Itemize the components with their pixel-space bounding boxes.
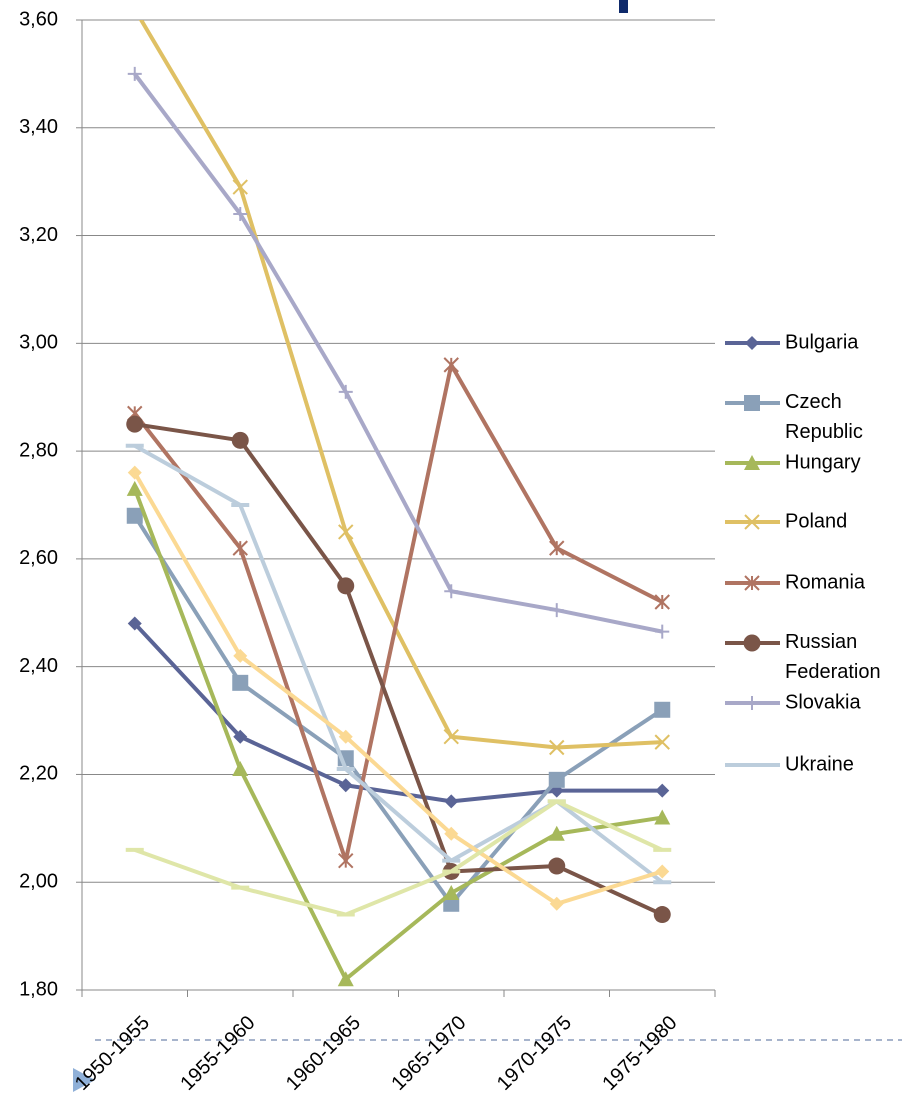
marker [549,540,565,556]
marker [232,179,248,195]
marker [548,771,565,788]
marker [655,624,670,639]
marker [127,465,142,480]
marker [338,384,353,399]
marker [338,524,354,540]
y-tick-label: 1,80 [19,978,58,1000]
legend-label: Ukraine [785,753,854,775]
marker [232,674,249,691]
y-tick-label: 3,60 [19,8,58,30]
marker [126,480,143,496]
marker [655,783,670,798]
marker [655,864,670,879]
y-tick-label: 3,40 [19,116,58,138]
y-tick-label: 2,20 [19,763,58,785]
marker [744,395,760,411]
marker [549,896,564,911]
marker [653,906,671,924]
marker [233,648,248,663]
series-line [138,20,663,750]
marker [745,336,759,350]
marker [127,616,142,631]
marker [743,634,761,652]
marker [654,734,670,750]
legend-label: Slovakia [785,691,861,713]
legend-label: Hungary [785,451,861,473]
marker [548,857,566,875]
x-tick-label: 1955-1960 [176,1012,259,1095]
y-tick-label: 2,60 [19,547,58,569]
marker [337,577,355,595]
marker [744,514,760,530]
marker [654,809,671,825]
decor-bar [619,0,628,13]
series-line [134,799,664,917]
marker [337,971,354,987]
marker [654,594,670,610]
series-line [133,514,664,906]
marker [745,696,759,710]
marker [126,507,143,524]
series-line [133,471,663,906]
legend-label: Czech Republic [785,391,863,443]
legend-label: Russian Federation [785,631,881,683]
marker [443,729,459,745]
y-tick-label: 3,20 [19,224,58,246]
x-tick-label: 1960-1965 [282,1012,365,1095]
marker [744,455,760,470]
legend-label: Bulgaria [785,331,859,353]
legend-label: Poland [785,510,847,532]
marker [443,357,459,373]
marker [233,729,248,744]
decor-arrow [73,1068,95,1092]
x-tick-label: 1965-1970 [387,1012,470,1095]
series-line [134,422,664,917]
x-tick-label: 1970-1975 [493,1012,576,1095]
marker [444,584,459,599]
series-line [133,72,663,634]
x-tick-label: 1950-1955 [71,1012,154,1095]
marker [233,207,248,221]
legend-label: Romania [785,571,866,593]
y-tick-label: 2,00 [19,871,58,893]
marker [232,761,249,777]
marker [443,885,460,900]
y-tick-label: 2,40 [19,655,58,677]
x-tick-label: 1975-1980 [598,1012,681,1095]
marker [444,826,459,841]
marker [744,575,760,591]
marker [338,852,354,869]
marker [549,739,565,756]
marker [231,431,249,449]
marker [444,794,459,809]
marker [654,701,671,718]
series-line [132,488,663,982]
series-line [133,443,664,884]
series-line [133,362,664,863]
marker [128,2,142,16]
marker [232,540,248,556]
marker [548,825,565,841]
y-tick-label: 3,00 [19,332,58,354]
y-tick-label: 2,80 [19,439,58,461]
marker [127,66,142,81]
marker [549,603,564,618]
marker [126,415,144,433]
marker [338,729,353,744]
marker [338,778,353,793]
